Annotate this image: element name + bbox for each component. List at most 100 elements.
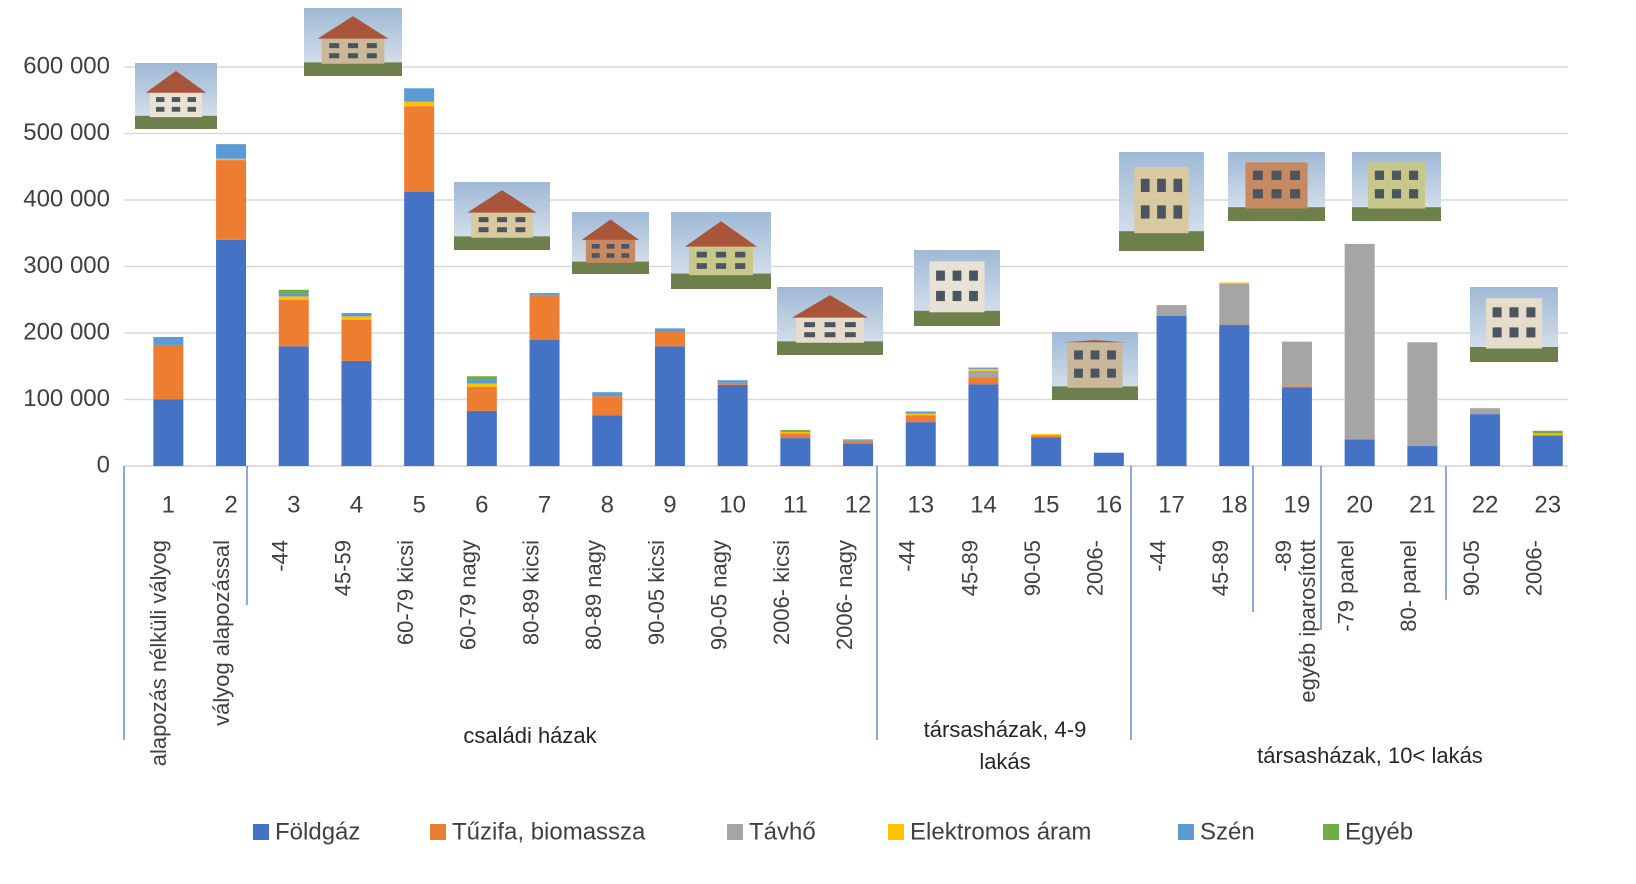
photo-roof <box>685 221 757 247</box>
photo-window <box>591 244 600 249</box>
category-label: 60-79 kicsi <box>393 540 418 645</box>
bar-segment <box>654 328 685 332</box>
legend-swatch <box>430 824 446 840</box>
photo-building <box>471 212 533 238</box>
photo-window <box>804 322 816 328</box>
legend-swatch <box>888 824 904 840</box>
bar-segment <box>592 392 623 397</box>
bar-segment <box>1470 408 1501 415</box>
bar-segment <box>843 440 874 444</box>
photo-ground <box>1052 386 1138 400</box>
photo-roof <box>317 16 389 39</box>
photo-window <box>329 43 340 49</box>
bar-segment <box>592 396 623 416</box>
x-tick-label: 7 <box>538 491 551 518</box>
photo-window <box>1391 189 1402 199</box>
bar-segment <box>529 293 560 296</box>
photo-window <box>1157 178 1166 193</box>
photo-window <box>1107 368 1116 378</box>
photo-roof <box>792 295 868 318</box>
photo-window <box>156 97 165 102</box>
photo-window <box>606 253 615 258</box>
x-tick-label: 22 <box>1472 491 1499 518</box>
photo-building <box>149 92 203 118</box>
category-label: -89 <box>1271 540 1296 572</box>
photo <box>914 250 1000 326</box>
category-label: -44 <box>1145 540 1170 572</box>
photo-window <box>696 251 707 258</box>
photo-window <box>497 217 507 223</box>
x-tick-label: 18 <box>1221 491 1248 518</box>
photo-window <box>366 53 377 59</box>
bar-segment <box>780 438 811 466</box>
bar-segment <box>278 289 309 294</box>
bar-segment <box>529 339 560 466</box>
photo-window <box>621 244 630 249</box>
bar-segment <box>968 384 999 466</box>
x-tick-label: 6 <box>475 491 488 518</box>
photo-window <box>1409 189 1419 199</box>
photo-window <box>1409 170 1419 180</box>
category-label: alapozás nélküli vályog <box>146 540 171 766</box>
category-label: -44 <box>268 540 293 572</box>
bar-segment <box>717 384 748 466</box>
photo-window <box>824 332 836 338</box>
photo-window <box>1090 368 1100 378</box>
legend-label: Távhő <box>749 818 816 845</box>
bars <box>153 88 1563 466</box>
category-label: 90-05 <box>1020 540 1045 596</box>
photo-window <box>515 227 526 233</box>
photo-window <box>952 270 962 281</box>
photo-window <box>824 322 836 328</box>
category-label: 45-89 <box>1208 540 1233 596</box>
bar-segment <box>216 239 247 466</box>
photo-window <box>171 106 181 112</box>
bar-segment <box>1407 446 1438 466</box>
photo-ground <box>1228 207 1325 221</box>
photo-window <box>1509 327 1519 338</box>
category-label: 80-89 kicsi <box>518 540 543 645</box>
category-label: 90-05 nagy <box>706 540 731 650</box>
photo-window <box>936 290 945 302</box>
x-tick-label: 2 <box>224 491 237 518</box>
photo-ground <box>1352 207 1441 221</box>
category-label: 80- panel <box>1396 540 1421 632</box>
category-label: 90-05 kicsi <box>644 540 669 645</box>
y-tick-label: 400 000 <box>23 185 110 212</box>
photo-building <box>929 261 985 313</box>
bar-segment <box>1470 414 1501 466</box>
photo-window <box>1526 307 1536 318</box>
photo-window <box>187 106 196 112</box>
photo-window <box>844 322 856 328</box>
photo-window <box>952 290 962 302</box>
bar-segment <box>968 370 999 378</box>
group-label: társasházak, 4-9 lakás <box>923 717 1087 774</box>
bar-segment <box>1031 435 1062 438</box>
bar-segment <box>466 410 497 466</box>
legend-swatch <box>253 824 269 840</box>
bar-segment <box>341 360 372 466</box>
photo-window <box>606 244 615 249</box>
photo-ground <box>1470 347 1558 362</box>
bar-segment <box>1281 387 1312 466</box>
photo-window <box>1271 170 1282 180</box>
photo-window <box>1509 307 1519 318</box>
photos <box>135 8 1558 400</box>
bar-segment <box>153 336 184 345</box>
labels: 0 100 000 200 000 300 000 400 000 500 000 600 … <box>23 52 1561 845</box>
bar-segment <box>905 411 936 414</box>
photo-window <box>621 253 630 258</box>
photo-ground <box>914 310 1000 326</box>
photo-window <box>1290 170 1301 180</box>
photo <box>572 212 649 274</box>
bar-segment <box>466 386 497 411</box>
photo-window <box>515 217 526 223</box>
bar-segment <box>341 319 372 361</box>
photo-window <box>1374 170 1384 180</box>
x-tick-label: 17 <box>1158 491 1185 518</box>
photo-window <box>1252 170 1263 180</box>
bar-segment <box>592 415 623 466</box>
photo-window <box>1492 307 1502 318</box>
bar-segment <box>1532 435 1563 466</box>
